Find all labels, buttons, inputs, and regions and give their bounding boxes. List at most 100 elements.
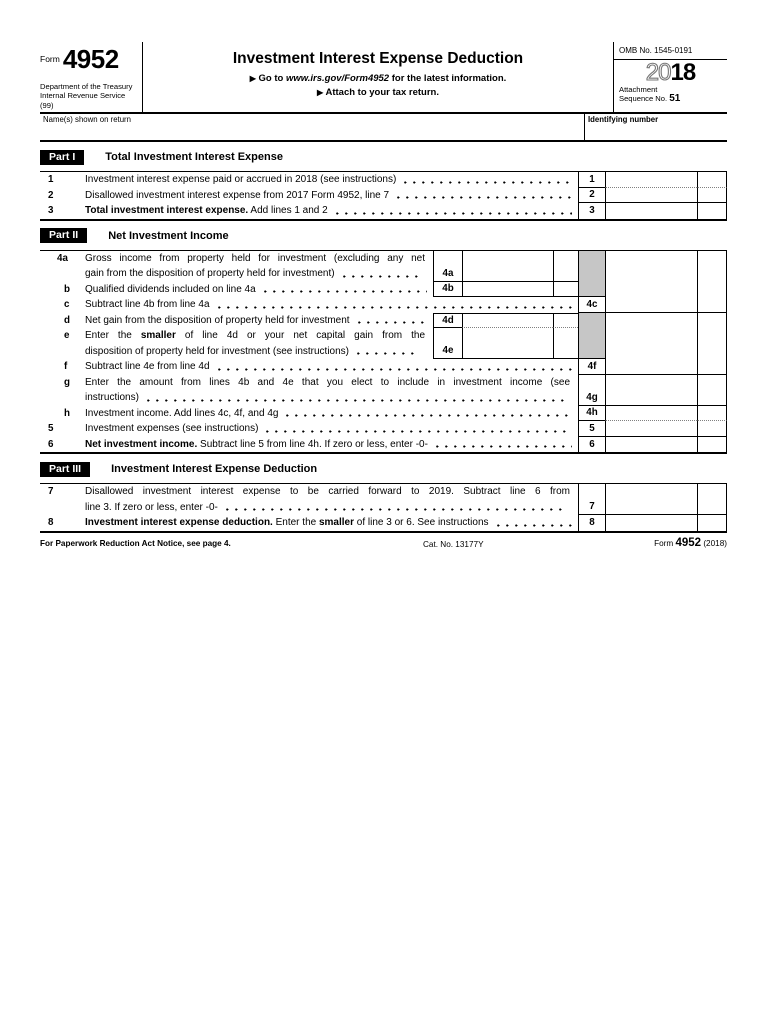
arrow-icon: ▶ [317, 88, 324, 97]
attach-text: Attach to your tax return. [325, 87, 439, 98]
goto-url: www.irs.gov/Form4952 [285, 73, 390, 84]
line-4def-outer-amount-field[interactable] [605, 328, 697, 359]
line-4a-box-label: 4a [433, 250, 462, 282]
department-block: Department of the Treasury Internal Reve… [40, 82, 138, 111]
line-8-box-label: 8 [578, 515, 605, 531]
line-4d-amount-field[interactable] [462, 312, 553, 328]
line-4b-cents-field[interactable] [553, 281, 578, 297]
line-4e-amount-field[interactable] [462, 328, 553, 359]
line-2-amount-field[interactable] [605, 187, 697, 203]
line-4e-shaded-cell [578, 328, 605, 359]
line-3-amount-field[interactable] [605, 203, 697, 219]
name-field[interactable]: Name(s) shown on return [40, 114, 584, 140]
sequence-label: Sequence No. [619, 93, 670, 103]
line-4c-amount-field[interactable] [605, 297, 697, 313]
line-6-amount-field[interactable] [605, 436, 697, 452]
line-2-cents-field[interactable] [697, 187, 727, 203]
form-row-line-1: 1 Investment interest expense paid or ac… [40, 172, 727, 188]
line-6-cents-field[interactable] [697, 436, 727, 452]
line-8-cents-field[interactable] [697, 515, 727, 531]
line-4f-description: Subtract line 4e from line 4d [85, 359, 578, 375]
line-7-box-label: 7 [578, 484, 605, 515]
form-row-line-6: 6 Net investment income. Subtract line 5… [40, 436, 727, 453]
line-4def-outer-cents-field[interactable] [697, 312, 727, 328]
line-7-item-number: 7 [48, 486, 54, 497]
line-4a-cents-field[interactable] [553, 250, 578, 282]
line-7-cents-field[interactable] [697, 484, 727, 515]
dot-leader [286, 414, 572, 417]
tax-year: 2018 [614, 59, 727, 86]
line-4e-box-label: 4e [433, 328, 462, 359]
paperwork-notice: For Paperwork Reduction Act Notice, see … [40, 538, 231, 548]
line-7-description: Disallowed investment interest expense t… [85, 486, 570, 513]
line-1-cents-field[interactable] [697, 172, 727, 188]
line-4e-cents-field[interactable] [553, 328, 578, 359]
line-6-description: Net investment income. Subtract line 5 f… [85, 437, 578, 453]
line-4e-item-number: e [64, 330, 70, 341]
omb-block: OMB No. 1545-0191 2018 Attachment Sequen… [613, 42, 727, 112]
line-4g-box-label: 4g [578, 374, 605, 406]
line-4g-amount-field[interactable] [605, 374, 697, 406]
line-4abc-outer-amount-field[interactable] [605, 250, 697, 282]
line-4c-box-label: 4c [578, 297, 605, 313]
dot-leader [397, 196, 572, 199]
omb-number: OMB No. 1545-0191 [614, 42, 727, 60]
line-6-item-number: 6 [48, 438, 54, 450]
line-8-amount-field[interactable] [605, 515, 697, 531]
line-4abc-outer-amount-field[interactable] [605, 281, 697, 297]
form-row-line-4g: g Enter the amount from lines 4b and 4e … [40, 374, 727, 406]
line-4d-cents-field[interactable] [553, 312, 578, 328]
sequence-number: 51 [669, 92, 681, 104]
line-5-amount-field[interactable] [605, 421, 697, 437]
line-4b-shaded-cell [578, 281, 605, 297]
goto-text-pre: Go to [258, 73, 286, 84]
year-bold-digits: 18 [670, 59, 697, 86]
line-4def-outer-amount-field[interactable] [605, 312, 697, 328]
name-label: Name(s) shown on return [43, 115, 131, 124]
line-4c-cents-field[interactable] [697, 297, 727, 313]
dot-leader [225, 508, 564, 511]
department-line-1: Department of the Treasury [40, 81, 133, 91]
form-row-line-4d: d Net gain from the disposition of prope… [40, 312, 727, 328]
line-4b-amount-field[interactable] [462, 281, 553, 297]
line-4def-outer-cents-field[interactable] [697, 328, 727, 359]
line-4a-amount-field[interactable] [462, 250, 553, 282]
department-line-2: Internal Revenue Service (99) [40, 91, 126, 110]
line-4abc-outer-cents-field[interactable] [697, 281, 727, 297]
goto-text-post: for the latest information. [389, 73, 507, 84]
line-4g-cents-field[interactable] [697, 374, 727, 406]
dot-leader [435, 445, 572, 448]
line-4h-amount-field[interactable] [605, 405, 697, 421]
dot-leader [217, 367, 572, 371]
attach-line: ▶ Attach to your tax return. [143, 87, 613, 98]
line-4b-box-label: 4b [433, 281, 462, 297]
line-1-amount-field[interactable] [605, 172, 697, 188]
line-4f-item-number: f [64, 361, 68, 373]
line-5-cents-field[interactable] [697, 421, 727, 437]
form-row-line-4a: 4a Gross income from property held for i… [40, 250, 727, 282]
line-4h-cents-field[interactable] [697, 405, 727, 421]
line-4f-cents-field[interactable] [697, 359, 727, 375]
line-7-amount-field[interactable] [605, 484, 697, 515]
line-4a-shaded-cell [578, 250, 605, 282]
line-4b-item-number: b [64, 283, 70, 295]
part2-badge: Part II [40, 228, 88, 243]
form-row-line-7: 7 Disallowed investment interest expense… [40, 484, 727, 515]
line-4d-item-number: d [64, 314, 70, 326]
dot-leader [357, 352, 419, 355]
line-1-item-number: 1 [48, 174, 54, 186]
line-4c-item-number: c [64, 299, 70, 311]
dot-leader [263, 290, 427, 293]
line-5-description: Investment expenses (see instructions) [85, 421, 578, 437]
line-4f-amount-field[interactable] [605, 359, 697, 375]
line-3-box-label: 3 [578, 203, 605, 219]
line-4abc-outer-cents-field[interactable] [697, 250, 727, 282]
form-footer: For Paperwork Reduction Act Notice, see … [40, 537, 727, 551]
line-8-item-number: 8 [48, 517, 54, 529]
dot-leader [496, 523, 572, 527]
identifying-number-field[interactable]: Identifying number [584, 114, 727, 140]
line-3-cents-field[interactable] [697, 203, 727, 219]
form-row-line-4b: b Qualified dividends included on line 4… [40, 281, 727, 297]
line-4g-description: Enter the amount from lines 4b and 4e th… [85, 376, 570, 404]
